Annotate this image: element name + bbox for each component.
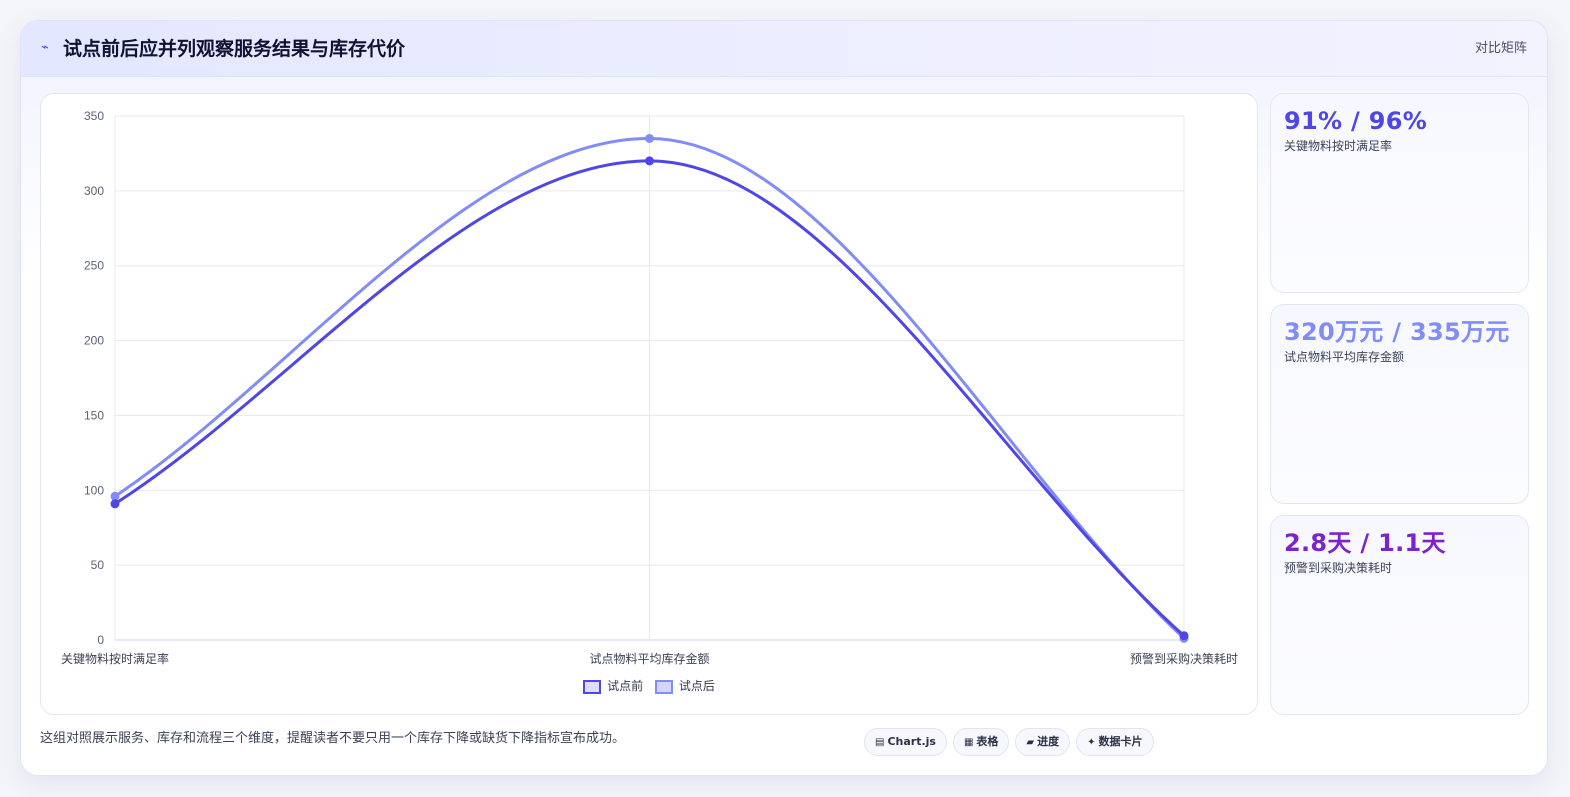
legend-item-after[interactable]: 试点后 — [654, 676, 715, 696]
zap-icon: ⌁ — [41, 40, 49, 55]
chart-legend: 试点前 试点后 — [41, 676, 1257, 696]
progress-icon: ▰ — [1026, 737, 1035, 748]
stat-card-decision-time: 2.8天 / 1.1天 预警到采购决策耗时 — [1270, 515, 1529, 715]
chip-label: 数据卡片 — [1098, 735, 1143, 748]
data-point-after — [645, 133, 654, 143]
x-tick-label: 试点物料平均库存金额 — [589, 651, 709, 666]
stat-card-inventory: 320万元 / 335万元 试点物料平均库存金额 — [1270, 304, 1529, 504]
card-header: ⌁ 试点前后应并列观察服务结果与库存代价 对比矩阵 — [21, 21, 1547, 77]
stat-value: 2.8天 / 1.1天 — [1284, 529, 1446, 557]
legend-item-before[interactable]: 试点前 — [583, 676, 643, 696]
chip-chartjs[interactable]: ▤ Chart.js — [864, 728, 947, 756]
page-title: 试点前后应并列观察服务结果与库存代价 — [63, 38, 406, 60]
x-tick-label: 预警到采购决策耗时 — [1130, 651, 1238, 666]
stat-value: 91% / 96% — [1284, 107, 1428, 135]
table-icon: ▦ — [963, 737, 974, 748]
legend-label-before: 试点前 — [607, 679, 644, 693]
comparison-card: ⌁ 试点前后应并列观察服务结果与库存代价 对比矩阵 0 50 100 150 200 25… — [20, 20, 1548, 776]
stat-label: 试点物料平均库存金额 — [1284, 350, 1405, 364]
data-point-before — [1179, 631, 1189, 641]
chart-icon: ▤ — [875, 737, 885, 748]
chip-table[interactable]: ▦ 表格 — [952, 728, 1010, 756]
chip-group: ▤ Chart.js ▦ 表格 ▰ 进度 ✦ 数据卡片 — [864, 728, 1160, 756]
stat-label: 预警到采购决策耗时 — [1284, 561, 1393, 575]
header-tag: 对比矩阵 — [1474, 41, 1527, 56]
chip-label: 进度 — [1037, 735, 1060, 748]
y-tick-label: 0 — [97, 633, 104, 647]
chip-label: 表格 — [976, 735, 999, 748]
y-tick-label: 200 — [84, 334, 104, 348]
y-tick-label: 350 — [84, 109, 104, 123]
y-tick-label: 50 — [91, 558, 105, 572]
legend-swatch-after — [654, 679, 673, 694]
stat-card-fill-rate: 91% / 96% 关键物料按时满足率 — [1270, 93, 1529, 293]
chart-panel: 0 50 100 150 200 250 300 350 关键物料按时满足率 试点物料平均库存金额… — [40, 93, 1258, 715]
legend-label-after: 试点后 — [678, 679, 715, 693]
x-tick-label: 关键物料按时满足率 — [61, 651, 169, 666]
data-point-before — [645, 156, 654, 166]
data-point-before — [110, 499, 120, 509]
chip-data-cards[interactable]: ✦ 数据卡片 — [1076, 728, 1154, 756]
footer-note: 这组对照展示服务、库存和流程三个维度，提醒读者不要只用一个库存下降或缺货下降指标… — [40, 731, 626, 746]
y-tick-label: 100 — [84, 483, 104, 497]
y-tick-label: 250 — [84, 259, 104, 273]
sparkle-icon: ✦ — [1087, 737, 1096, 748]
stat-label: 关键物料按时满足率 — [1284, 139, 1393, 153]
data-point-after — [110, 491, 120, 501]
chip-progress[interactable]: ▰ 进度 — [1015, 728, 1071, 756]
y-tick-label: 300 — [84, 184, 104, 198]
line-chart: 0 50 100 150 200 250 300 350 关键物料按时满足率 试点物料平均库存金额… — [61, 109, 1238, 666]
legend-swatch-before — [583, 679, 602, 694]
y-tick-label: 150 — [84, 408, 104, 422]
stat-value: 320万元 / 335万元 — [1284, 318, 1510, 346]
chip-label: Chart.js — [887, 735, 936, 748]
